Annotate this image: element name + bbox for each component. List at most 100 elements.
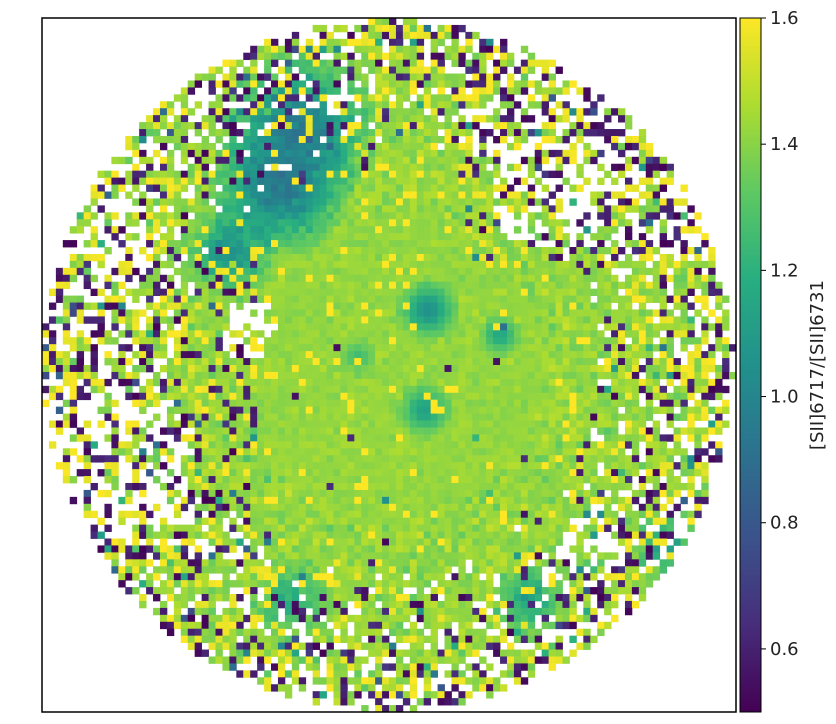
map-pixel: [257, 94, 265, 102]
map-pixel: [465, 489, 473, 498]
map-pixel: [423, 212, 432, 220]
map-pixel: [555, 413, 563, 421]
map-pixel: [201, 135, 209, 144]
map-pixel: [201, 233, 209, 241]
map-pixel: [659, 392, 667, 401]
map-pixel: [257, 288, 265, 296]
map-pixel: [354, 59, 362, 67]
map-pixel: [680, 184, 688, 192]
map-pixel: [298, 87, 307, 95]
map-pixel: [416, 455, 425, 463]
map-pixel: [361, 177, 369, 185]
map-pixel: [444, 267, 452, 276]
map-pixel: [298, 455, 307, 463]
map-pixel: [395, 365, 404, 373]
map-pixel: [701, 288, 709, 296]
map-pixel: [312, 163, 320, 172]
map-pixel: [368, 226, 376, 234]
map-pixel: [645, 267, 654, 276]
map-pixel: [604, 482, 612, 491]
map-pixel: [687, 365, 695, 373]
map-pixel: [541, 309, 550, 317]
map-pixel: [451, 212, 459, 220]
map-pixel: [472, 469, 480, 477]
map-pixel: [534, 80, 543, 88]
map-pixel: [340, 226, 348, 234]
map-pixel: [83, 240, 91, 248]
map-pixel: [264, 253, 272, 262]
map-pixel: [319, 351, 327, 359]
map-pixel: [375, 462, 383, 470]
map-pixel: [368, 427, 376, 435]
map-pixel: [208, 510, 216, 519]
map-pixel: [611, 191, 619, 199]
map-pixel: [555, 316, 563, 324]
map-pixel: [298, 198, 307, 206]
map-pixel: [159, 260, 168, 269]
map-pixel: [611, 344, 619, 352]
map-pixel: [555, 330, 563, 338]
map-pixel: [624, 496, 633, 505]
map-pixel: [562, 358, 570, 366]
map-pixel: [652, 365, 661, 373]
map-pixel: [90, 302, 98, 310]
map-pixel: [243, 281, 251, 290]
map-pixel: [583, 302, 591, 310]
map-pixel: [375, 337, 383, 345]
map-pixel: [472, 122, 480, 130]
map-pixel: [520, 489, 529, 498]
map-pixel: [76, 302, 85, 310]
map-pixel: [652, 441, 661, 449]
map-pixel: [125, 191, 133, 199]
map-pixel: [576, 108, 584, 116]
map-pixel: [562, 274, 570, 283]
map-pixel: [354, 476, 362, 484]
map-pixel: [208, 170, 216, 179]
map-pixel: [479, 226, 487, 234]
map-pixel: [62, 399, 71, 408]
map-pixel: [597, 399, 605, 408]
map-pixel: [271, 142, 279, 151]
map-pixel: [638, 406, 647, 414]
map-pixel: [569, 198, 577, 206]
map-pixel: [208, 281, 216, 290]
map-pixel: [395, 344, 404, 352]
map-pixel: [437, 462, 445, 470]
map-pixel: [382, 344, 390, 352]
map-pixel: [194, 212, 203, 220]
map-pixel: [597, 226, 605, 234]
map-pixel: [277, 253, 286, 262]
map-pixel: [486, 399, 494, 408]
map-pixel: [305, 365, 314, 373]
map-pixel: [368, 489, 376, 498]
map-pixel: [534, 469, 543, 477]
map-pixel: [493, 281, 501, 290]
map-pixel: [361, 212, 369, 220]
map-pixel: [583, 108, 591, 116]
map-pixel: [423, 378, 432, 387]
map-pixel: [187, 295, 196, 303]
map-pixel: [506, 323, 515, 331]
map-pixel: [402, 212, 411, 220]
map-pixel: [666, 337, 674, 345]
map-pixel: [534, 233, 543, 241]
map-pixel: [62, 281, 71, 290]
map-pixel: [375, 358, 383, 366]
map-pixel: [382, 108, 390, 116]
map-pixel: [618, 482, 626, 491]
map-pixel: [111, 482, 119, 491]
map-pixel: [645, 496, 654, 505]
map-pixel: [513, 316, 522, 324]
map-pixel: [416, 448, 425, 456]
map-pixel: [312, 156, 320, 165]
map-pixel: [236, 177, 244, 185]
map-pixel: [534, 142, 543, 151]
map-pixel: [659, 163, 667, 172]
map-pixel: [257, 496, 265, 505]
map-pixel: [479, 496, 487, 505]
map-pixel: [319, 448, 327, 456]
map-pixel: [208, 344, 216, 352]
map-pixel: [319, 260, 327, 269]
map-pixel: [534, 316, 543, 324]
map-pixel: [451, 184, 459, 192]
